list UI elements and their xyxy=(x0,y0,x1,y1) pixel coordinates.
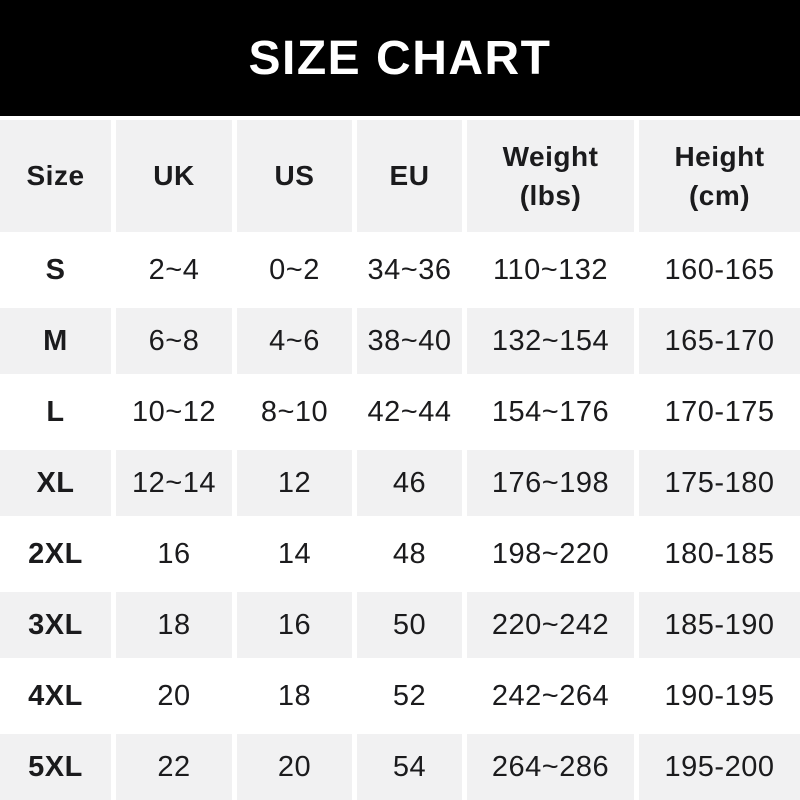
table-cell: 190-195 xyxy=(664,679,775,712)
row-label: M xyxy=(0,308,111,374)
table-cell: 22 xyxy=(116,734,232,800)
col-header-weight-sublabel: (lbs) xyxy=(519,180,582,211)
table-cell: 165-170 xyxy=(639,308,800,374)
table-cell: 180-185 xyxy=(664,537,775,570)
table-cell: 12~14 xyxy=(116,450,232,516)
table-cell: 20 xyxy=(157,679,191,712)
table-cell: 220~242 xyxy=(467,592,634,658)
col-header-eu: EU xyxy=(357,120,462,232)
table-cell: 52 xyxy=(392,679,427,712)
table-cell: 175-180 xyxy=(639,450,800,516)
table-cell: 46 xyxy=(357,450,462,516)
table-cell: 154~176 xyxy=(491,395,610,428)
col-header-height-label: Height xyxy=(674,140,765,172)
col-header-weight: Weight (lbs) xyxy=(467,120,634,232)
banner: SIZE CHART xyxy=(0,0,800,116)
table-cell: 110~132 xyxy=(492,253,609,286)
table-cell: 185-190 xyxy=(639,592,800,658)
table-cell: 18 xyxy=(116,592,232,658)
table-cell: 0~2 xyxy=(269,253,320,286)
table-cell: 6~8 xyxy=(116,308,232,374)
table-cell: 4~6 xyxy=(237,308,352,374)
table-cell: 264~286 xyxy=(467,734,634,800)
table-cell: 54 xyxy=(357,734,462,800)
row-label: S xyxy=(45,253,66,286)
col-header-height-sublabel: (cm) xyxy=(688,180,751,211)
table-cell: 16 xyxy=(157,537,191,570)
table-cell: 10~12 xyxy=(132,395,216,428)
row-label: 3XL xyxy=(0,592,111,658)
table-cell: 8~10 xyxy=(260,395,329,428)
table-cell: 198~220 xyxy=(491,537,610,570)
col-header-height: Height (cm) xyxy=(639,120,800,232)
page-title: SIZE CHART xyxy=(248,31,552,85)
table-cell: 12 xyxy=(237,450,352,516)
row-label: 2XL xyxy=(28,537,83,570)
table-cell: 132~154 xyxy=(467,308,634,374)
row-label: XL xyxy=(0,450,111,516)
table-cell: 2~4 xyxy=(148,253,200,286)
table-cell: 242~264 xyxy=(491,679,610,712)
table-cell: 176~198 xyxy=(467,450,634,516)
table-cell: 48 xyxy=(392,537,427,570)
table-cell: 34~36 xyxy=(367,253,452,286)
table-cell: 14 xyxy=(277,537,312,570)
table-cell: 20 xyxy=(237,734,352,800)
table-cell: 170-175 xyxy=(664,395,775,428)
table-cell: 160-165 xyxy=(664,253,775,286)
col-header-weight-label: Weight xyxy=(502,140,599,172)
col-header-size: Size xyxy=(0,120,111,232)
table-cell: 42~44 xyxy=(367,395,452,428)
table-cell: 38~40 xyxy=(357,308,462,374)
row-label: L xyxy=(46,395,65,428)
table-cell: 50 xyxy=(357,592,462,658)
table-cell: 195-200 xyxy=(639,734,800,800)
row-label: 5XL xyxy=(0,734,111,800)
col-header-us: US xyxy=(237,120,352,232)
col-header-uk: UK xyxy=(116,120,232,232)
row-label: 4XL xyxy=(28,679,83,712)
table-cell: 16 xyxy=(237,592,352,658)
table-cell: 18 xyxy=(277,679,312,712)
size-table: Size UK US EU Weight (lbs) Height (cm) S… xyxy=(0,120,800,800)
